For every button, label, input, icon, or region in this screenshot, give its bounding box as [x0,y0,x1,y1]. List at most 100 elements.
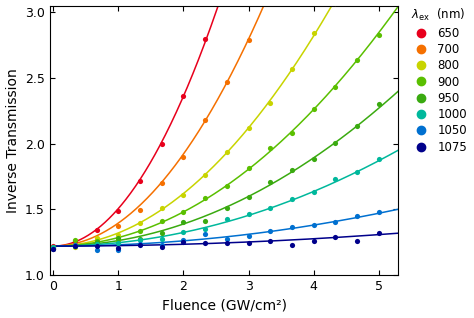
Point [266,145,274,150]
Point [201,172,209,177]
Point [375,102,383,107]
Legend: 650, 700, 800, 900, 950, 1000, 1050, 1075: 650, 700, 800, 900, 950, 1000, 1050, 107… [408,6,468,155]
Point [136,237,144,242]
Point [114,235,122,240]
Point [93,238,100,243]
Point [266,239,274,244]
Point [114,208,122,213]
Point [49,245,57,250]
Point [136,242,144,247]
Point [310,30,318,35]
Point [114,224,122,229]
Point [180,220,187,225]
Point [71,244,79,249]
Point [223,236,231,241]
Point [223,217,231,222]
Point [310,239,318,244]
Point [158,244,165,249]
Point [114,232,122,238]
Point [201,37,209,42]
Point [354,169,361,174]
Point [71,244,79,249]
Point [245,165,252,170]
Point [288,67,296,72]
Point [158,218,165,224]
Point [136,242,144,247]
Point [332,177,339,182]
Point [136,207,144,212]
Point [266,228,274,233]
Point [136,220,144,225]
Point [93,243,100,248]
Point [180,238,187,243]
Point [201,118,209,123]
Point [354,238,361,244]
Point [266,179,274,184]
Point [180,93,187,99]
Point [201,226,209,231]
Point [114,245,122,251]
Point [136,178,144,183]
Point [71,238,79,243]
Point [114,240,122,245]
Point [180,210,187,215]
Point [93,241,100,246]
Point [180,239,187,245]
Point [354,213,361,218]
Point [223,80,231,85]
Point [49,246,57,251]
Point [114,247,122,252]
Point [71,242,79,247]
Point [266,206,274,211]
Point [71,243,79,248]
Point [158,237,165,242]
Point [310,190,318,195]
Point [49,247,57,252]
Point [49,244,57,249]
Point [266,100,274,106]
Point [201,218,209,223]
Point [49,245,57,250]
Point [310,107,318,112]
Point [354,124,361,129]
Point [288,130,296,135]
Point [332,84,339,89]
Point [332,0,339,5]
Point [223,205,231,211]
Point [201,241,209,246]
Point [375,210,383,215]
Point [245,241,252,246]
Point [49,246,57,251]
X-axis label: Fluence (GW/cm²): Fluence (GW/cm²) [162,299,287,313]
Point [180,192,187,197]
Point [49,247,57,252]
Point [332,219,339,225]
Point [245,233,252,238]
Point [245,194,252,199]
Point [223,183,231,188]
Point [158,142,165,147]
Point [158,180,165,185]
Point [310,223,318,228]
Point [180,155,187,160]
Point [375,230,383,235]
Point [201,231,209,236]
Point [158,230,165,235]
Point [332,234,339,239]
Point [71,244,79,249]
Point [158,242,165,247]
Point [354,57,361,62]
Point [71,243,79,248]
Point [136,228,144,233]
Point [93,239,100,244]
Point [375,157,383,162]
Point [245,37,252,42]
Point [223,240,231,245]
Point [158,205,165,210]
Point [288,242,296,247]
Point [49,245,57,250]
Point [288,225,296,230]
Point [114,238,122,243]
Point [223,150,231,155]
Point [201,196,209,201]
